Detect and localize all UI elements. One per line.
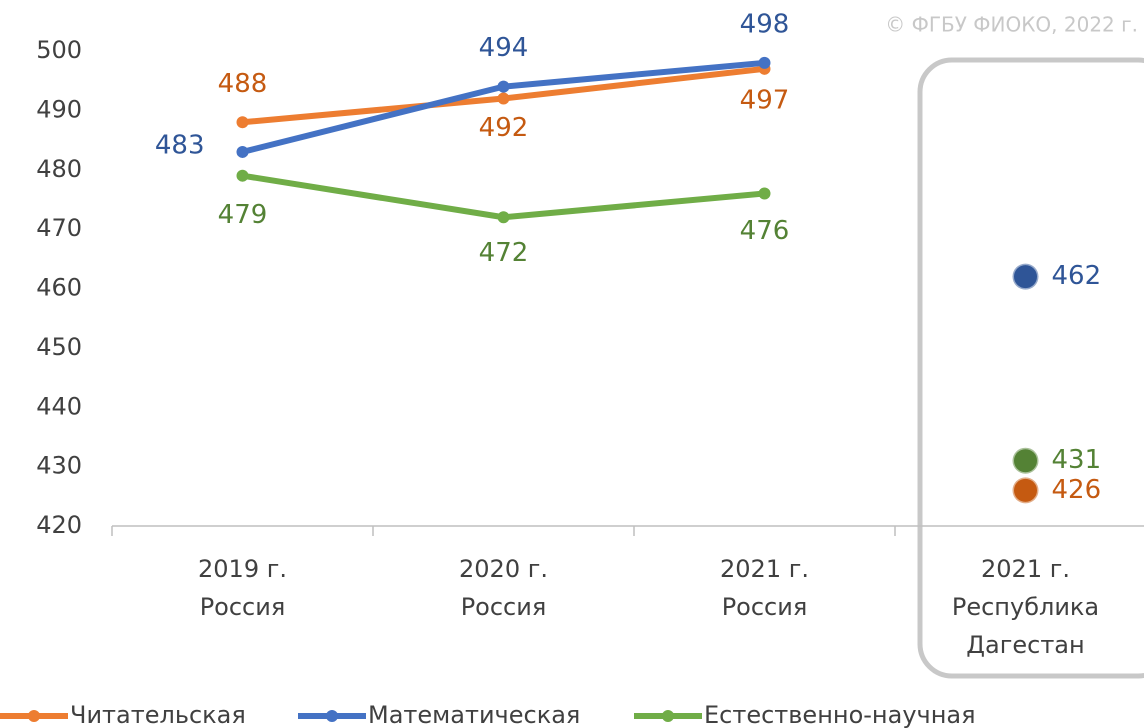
- point: [497, 92, 510, 105]
- point: [758, 187, 771, 200]
- point: [236, 145, 249, 158]
- legend-marker: [28, 710, 40, 722]
- x-tick-label-line: 2019 г.: [198, 555, 287, 583]
- x-tick-label: 2021 г. Республика Дагестан: [952, 555, 1099, 659]
- legend-marker: [662, 710, 674, 722]
- data-label: 488: [218, 69, 268, 99]
- data-label: 462: [1052, 261, 1102, 291]
- highlight-box: [917, 57, 1144, 679]
- data-label: 483: [155, 130, 205, 160]
- x-tick-label: 2020 г. Россия: [459, 555, 548, 621]
- point: [236, 169, 249, 182]
- highlight-point: [1011, 446, 1040, 476]
- y-tick-label: 420: [36, 511, 82, 539]
- legend-marker: [326, 710, 338, 722]
- x-tick-label-line: Россия: [200, 593, 286, 621]
- series-line: [242, 172, 765, 221]
- data-label: 492: [479, 113, 529, 143]
- data-label: 497: [740, 85, 790, 115]
- x-tick-label-line: Дагестан: [966, 631, 1084, 659]
- x-tick-label-line: Россия: [461, 593, 547, 621]
- y-tick-label: 490: [36, 95, 82, 123]
- x-tick-label-line: 2021 г.: [981, 555, 1070, 583]
- y-tick-label: 430: [36, 452, 82, 480]
- y-tick-label: 450: [36, 333, 82, 361]
- point: [236, 116, 249, 129]
- legend-label: Естественно-научная: [704, 701, 976, 728]
- point: [497, 80, 510, 93]
- data-label: 479: [218, 200, 268, 230]
- x-tick-label-line: 2021 г.: [720, 555, 809, 583]
- x-tick-label: 2021 г. Россия: [720, 555, 809, 621]
- legend-label: Математическая: [368, 701, 580, 728]
- data-label: 494: [479, 33, 529, 63]
- data-label: 431: [1052, 445, 1102, 475]
- point: [758, 56, 771, 69]
- y-tick-label: 480: [36, 155, 82, 183]
- highlight-point: [1011, 475, 1040, 505]
- legend-label: Читательская: [70, 701, 246, 728]
- data-label: 426: [1052, 475, 1102, 505]
- data-label: 498: [740, 9, 790, 39]
- source: © ФГБУ ФИОКО, 2022 г.: [885, 13, 1138, 37]
- x-tick-label-line: Россия: [722, 593, 808, 621]
- point: [497, 211, 510, 224]
- x-tick-label-line: Республика: [952, 593, 1099, 621]
- highlight-point: [1011, 262, 1040, 292]
- y-tick-label: 440: [36, 392, 82, 420]
- x-tick-label: 2019 г. Россия: [198, 555, 287, 621]
- y-tick-label: 470: [36, 214, 82, 242]
- x-tick-label-line: 2020 г.: [459, 555, 548, 583]
- y-tick-label: 460: [36, 274, 82, 302]
- data-label: 476: [740, 216, 790, 246]
- y-tick-label: 500: [36, 36, 82, 64]
- data-label: 472: [479, 238, 529, 268]
